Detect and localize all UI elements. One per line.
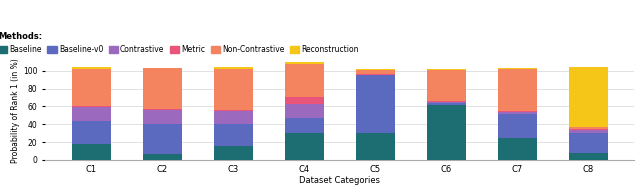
Bar [498, 112, 537, 114]
Bar [214, 66, 253, 69]
Bar [143, 154, 182, 160]
Bar [72, 121, 111, 144]
Bar [498, 111, 537, 112]
Bar [285, 42, 324, 64]
Bar [498, 69, 537, 111]
Bar [285, 64, 324, 97]
Bar [569, 129, 607, 133]
Bar [285, 104, 324, 118]
Bar [356, 70, 395, 74]
X-axis label: Dataset Categories: Dataset Categories [300, 176, 380, 185]
Bar [214, 124, 253, 146]
Bar [72, 67, 111, 69]
Bar [498, 114, 537, 138]
Bar [285, 118, 324, 133]
Bar [498, 138, 537, 160]
Y-axis label: Probability of Rank 1 (in %): Probability of Rank 1 (in %) [12, 59, 20, 163]
Bar [356, 69, 395, 70]
Bar [72, 144, 111, 160]
Bar [569, 127, 607, 129]
Bar [427, 103, 466, 105]
Bar [427, 101, 466, 102]
Bar [143, 110, 182, 124]
Bar [356, 75, 395, 133]
Bar [427, 102, 466, 103]
Bar [285, 97, 324, 104]
Bar [143, 124, 182, 154]
Bar [356, 74, 395, 75]
Bar [214, 111, 253, 124]
Bar [569, 153, 607, 160]
Bar [285, 133, 324, 160]
Bar [356, 133, 395, 160]
Bar [427, 69, 466, 70]
Bar [569, 66, 607, 127]
Bar [72, 107, 111, 121]
Bar [214, 69, 253, 110]
Bar [427, 70, 466, 101]
Bar [427, 105, 466, 160]
Bar [72, 69, 111, 107]
Bar [569, 133, 607, 153]
Bar [143, 109, 182, 110]
Bar [214, 110, 253, 111]
Bar [143, 68, 182, 109]
Bar [214, 146, 253, 160]
Legend: Baseline, Baseline-v0, Contrastive, Metric, Non-Contrastive, Reconstruction: Baseline, Baseline-v0, Contrastive, Metr… [0, 32, 358, 54]
Bar [498, 68, 537, 69]
